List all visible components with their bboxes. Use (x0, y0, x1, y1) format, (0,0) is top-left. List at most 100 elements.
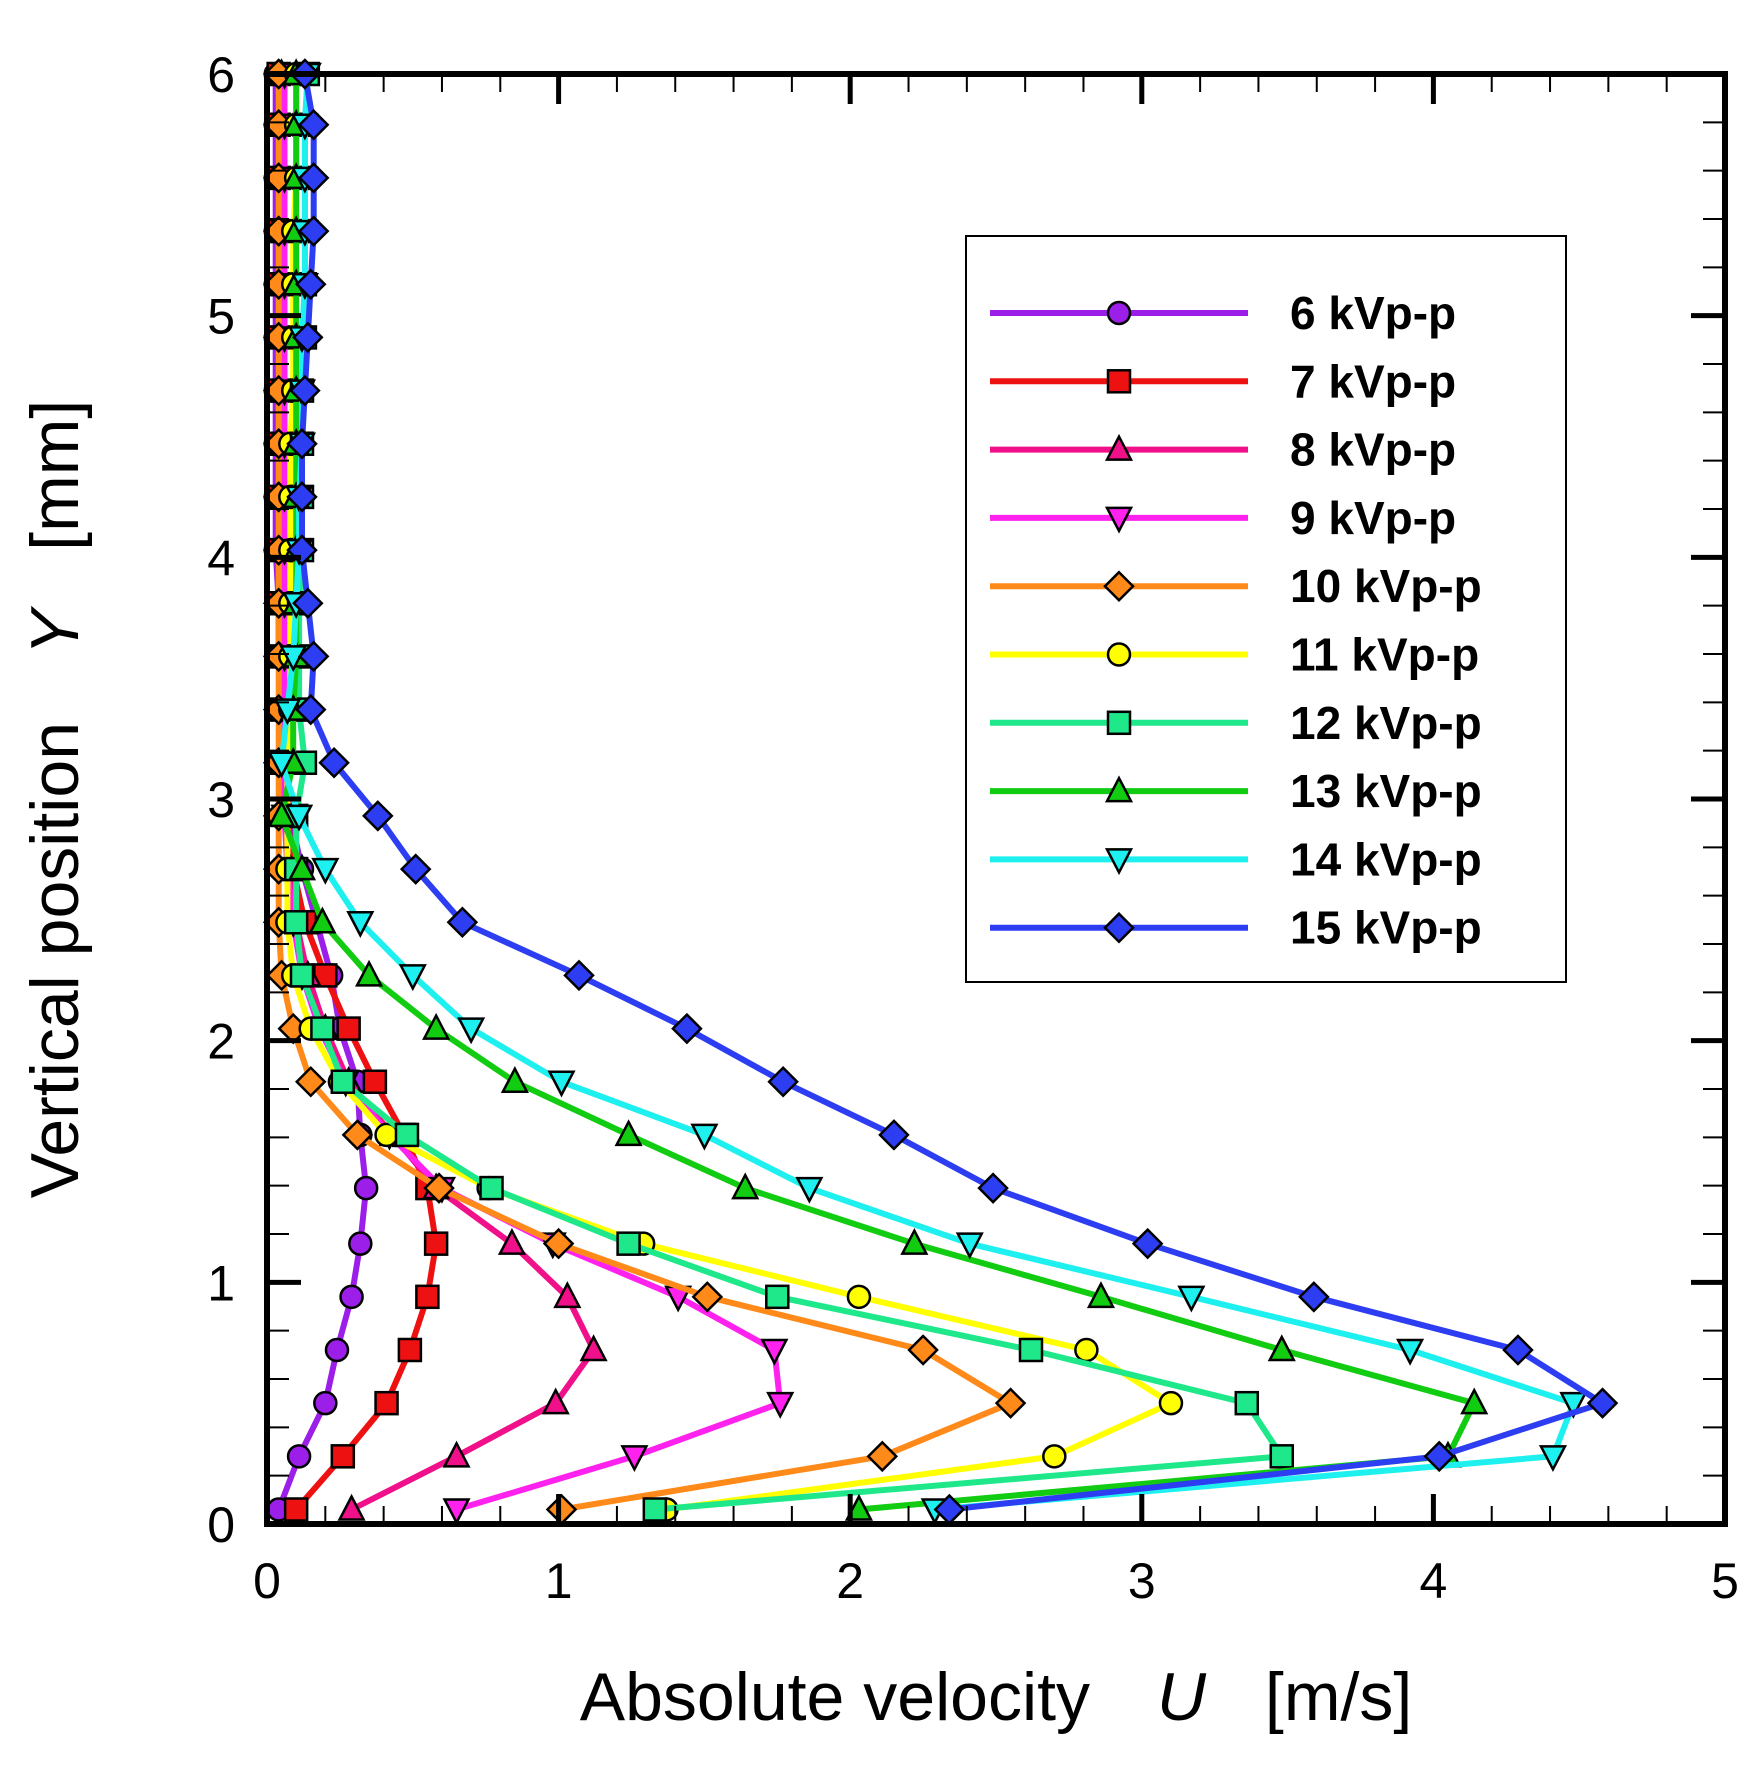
data-point (547, 1070, 576, 1098)
legend-label: 15 kVp-p (1290, 902, 1482, 954)
data-point (977, 1172, 1009, 1204)
legend-label: 7 kVp-p (1290, 355, 1456, 407)
data-point (545, 1493, 578, 1526)
legend-marker (1104, 433, 1134, 461)
data-point (354, 959, 384, 987)
data-point (294, 693, 327, 726)
data-point (731, 1172, 760, 1200)
tick-labels: 0 1 2 3 4 5 0 1 2 3 4 5 6 (207, 47, 1739, 1609)
data-point (286, 481, 318, 513)
data-point (346, 911, 375, 938)
data-point (286, 427, 318, 460)
data-point (339, 1284, 364, 1310)
data-point (563, 959, 595, 992)
data-point (285, 804, 314, 832)
y-axis-title: Vertical position Y [mm] (17, 400, 93, 1199)
data-point (1559, 1391, 1588, 1419)
y-tick-label: 2 (207, 1014, 235, 1070)
legend-label: 11 kVp-p (1290, 629, 1479, 681)
data-point (479, 1175, 504, 1201)
data-point (292, 587, 324, 620)
y-tick-label: 3 (207, 772, 235, 828)
legend-label: 10 kVp-p (1290, 560, 1482, 612)
data-point (1586, 1387, 1619, 1419)
data-point (766, 1391, 795, 1419)
data-point (267, 800, 296, 828)
data-point (398, 964, 427, 992)
data-point (289, 374, 321, 407)
legend-marker (1106, 710, 1132, 736)
data-point (1267, 1334, 1296, 1362)
data-point (760, 1338, 789, 1366)
legend-label: 12 kVp-p (1290, 697, 1482, 749)
data-point (330, 1069, 356, 1094)
data-point (691, 1281, 724, 1313)
legend-label: 13 kVp-p (1290, 765, 1482, 817)
data-point (318, 746, 350, 779)
data-point (311, 857, 340, 885)
x-tick-label: 2 (836, 1553, 864, 1609)
data-point (616, 1231, 641, 1256)
y-tick-label: 4 (207, 530, 235, 586)
data-point (542, 1227, 575, 1260)
data-point (878, 1119, 910, 1151)
data-point (446, 906, 479, 939)
data-point (294, 1065, 327, 1098)
legend-marker (1106, 300, 1132, 326)
legend-marker (1106, 369, 1132, 394)
data-point (422, 1012, 451, 1040)
legend-label: 8 kVp-p (1290, 424, 1456, 476)
data-point (500, 1066, 529, 1093)
data-point (297, 215, 330, 247)
x-axis-title-text: Absolute velocity (580, 1659, 1090, 1735)
legend-marker (1104, 506, 1134, 534)
data-point (423, 1172, 455, 1204)
data-point (287, 853, 317, 881)
data-point (1538, 1445, 1568, 1473)
data-point (297, 108, 330, 141)
series-line (299, 73, 1606, 1513)
data-point (900, 1227, 929, 1255)
y-axis-title-var: Y (17, 605, 93, 655)
data-point (955, 1232, 984, 1260)
data-point (442, 1440, 471, 1468)
data-point (457, 1017, 486, 1045)
x-tick-label: 5 (1711, 1553, 1739, 1609)
data-point (348, 1231, 373, 1256)
data-point (442, 1498, 471, 1526)
data-point (1074, 1337, 1099, 1363)
data-point (283, 910, 309, 935)
data-point (1177, 1285, 1206, 1313)
data-point (415, 1284, 440, 1310)
legend: 6 kVp-p 7 kVp-p 8 kVp-p 9 kVp-p 10 kVp-p 11 k… (965, 235, 1567, 983)
data-point (844, 1493, 874, 1521)
data-point (353, 1175, 379, 1201)
data-point (541, 1387, 570, 1415)
data-point (297, 640, 330, 673)
data-point (374, 1390, 399, 1416)
data-point (289, 963, 315, 988)
legend-marker (1104, 848, 1134, 876)
plot-frame (264, 71, 1728, 1527)
data-point (330, 1444, 356, 1469)
y-tick-label: 5 (207, 289, 235, 345)
y-axis-title-unit: [mm] (17, 400, 93, 551)
data-point (1131, 1227, 1164, 1260)
data-point (1460, 1387, 1489, 1415)
data-point (399, 853, 432, 885)
legend-item: 9 kVp-p (990, 492, 1456, 544)
data-point (337, 1493, 366, 1521)
legend-label: 9 kVp-p (1290, 492, 1456, 544)
legend-item: 6 kVp-p (990, 287, 1456, 339)
series-line (278, 73, 1577, 1513)
legend-item: 15 kVp-p (990, 902, 1482, 954)
y-axis-title-text: Vertical position (17, 722, 93, 1198)
series-layer (262, 58, 1619, 1526)
series-10 (286, 58, 1619, 1526)
data-point (273, 698, 302, 726)
data-point (267, 751, 296, 779)
y-tick-label: 1 (207, 1255, 235, 1311)
data-point (1018, 1337, 1044, 1363)
legend-marker (1104, 775, 1134, 803)
